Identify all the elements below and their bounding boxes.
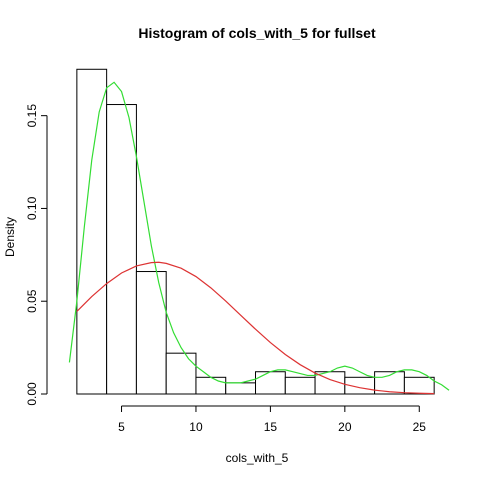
x-tick-label: 15 <box>264 420 278 434</box>
histogram-bar <box>106 104 137 395</box>
y-tick-label: 0.00 <box>25 382 39 406</box>
bars-layer <box>76 68 435 395</box>
x-tick-label: 25 <box>413 420 427 434</box>
density-curve-red <box>76 261 435 395</box>
y-tick-label: 0.15 <box>25 104 39 128</box>
lines-layer <box>68 81 450 395</box>
histogram-bar <box>165 352 197 395</box>
x-axis-label: cols_with_5 <box>226 451 289 465</box>
histogram-bar <box>225 382 257 395</box>
y-axis-label: Density <box>3 217 17 257</box>
x-tick-label: 5 <box>118 420 125 434</box>
histogram-bar <box>76 68 108 395</box>
histogram-bar <box>403 376 435 395</box>
histogram-bar <box>135 271 167 395</box>
y-tick-label: 0.05 <box>25 289 39 313</box>
histogram-bar <box>255 371 286 395</box>
x-tick-label: 10 <box>189 420 203 434</box>
x-tick-label: 20 <box>338 420 352 434</box>
histogram-bar <box>195 376 227 395</box>
histogram-bar <box>284 376 316 395</box>
axes-layer: 5 10 15 20 25 0.00 0.05 0.10 0.15 <box>25 104 426 434</box>
y-tick-label: 0.10 <box>25 196 39 220</box>
chart-title: Histogram of cols_with_5 for fullset <box>138 25 376 41</box>
density-curve-green <box>68 81 450 391</box>
